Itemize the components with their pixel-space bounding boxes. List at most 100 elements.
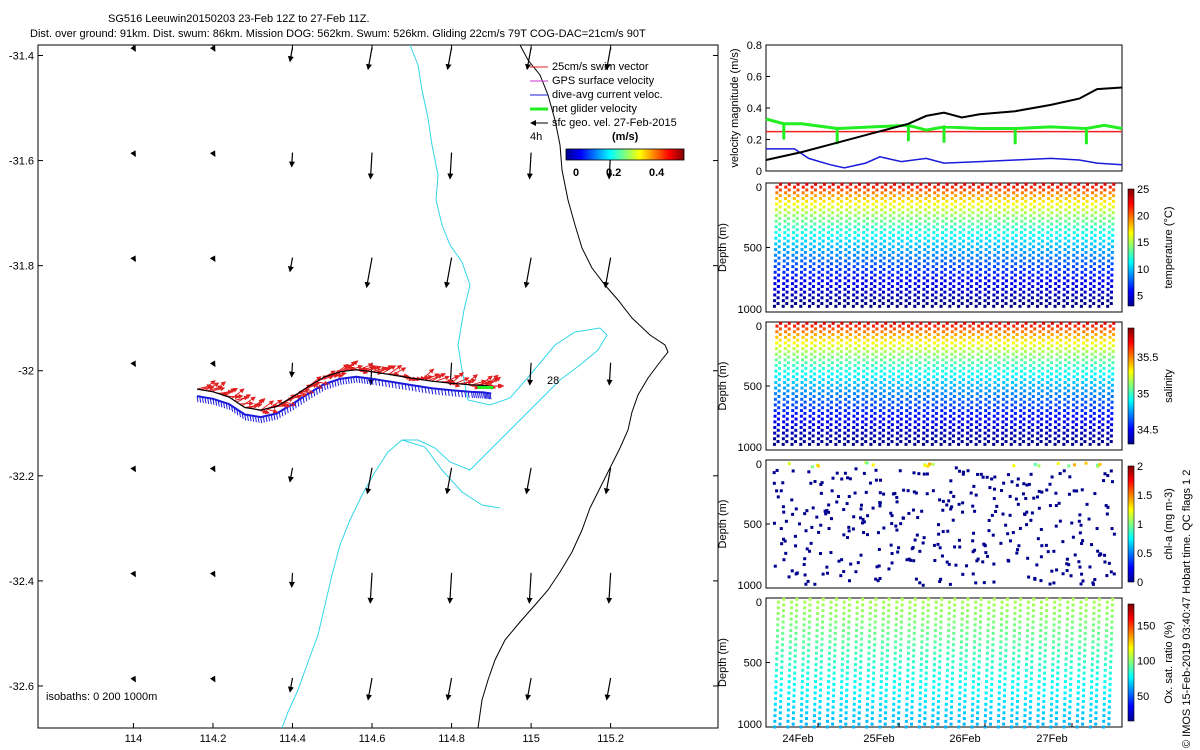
depth-sample: [1099, 219, 1103, 223]
depth-sample: [992, 299, 996, 303]
depth-sample: [847, 245, 851, 249]
depth-sample: [874, 361, 878, 365]
depth-sample: [800, 403, 804, 407]
depth-sample: [803, 256, 807, 260]
depth-sample: [992, 442, 996, 446]
colorbar-tick-label: 35: [1137, 388, 1149, 400]
depth-sample: [1049, 250, 1053, 254]
depth-sample: [975, 386, 979, 390]
depth-sample: [939, 425, 943, 429]
depth-sample: [919, 182, 923, 186]
depth-sample: [847, 614, 851, 618]
depth-sample: [799, 287, 803, 291]
depth-sample: [957, 714, 961, 718]
depth-sample: [867, 646, 871, 650]
depth-sample: [805, 327, 809, 331]
depth-sample: [781, 614, 785, 618]
depth-sample: [1101, 428, 1105, 432]
depth-sample: [908, 417, 912, 421]
depth-sample: [887, 397, 891, 401]
depth-sample: [1055, 341, 1059, 345]
depth-sample: [924, 330, 928, 334]
depth-sample: [879, 242, 883, 246]
depth-sample: [1074, 301, 1078, 305]
depth-sample: [1022, 428, 1026, 432]
depth-sample: [872, 440, 876, 444]
depth-sample: [874, 228, 878, 232]
depth-sample: [918, 383, 922, 387]
chl-sample: [1044, 543, 1048, 547]
depth-sample: [930, 304, 934, 308]
depth-sample: [966, 392, 970, 396]
depth-sample: [858, 688, 862, 692]
depth-sample: [959, 341, 963, 345]
dac-vector: [278, 411, 281, 418]
chl-sample: [922, 536, 926, 540]
depth-sample: [873, 631, 877, 635]
depth-sample: [966, 431, 970, 435]
depth-sample: [794, 620, 798, 624]
depth-sample: [804, 383, 808, 387]
chl-sample: [890, 551, 894, 555]
depth-sample: [862, 352, 866, 356]
depth-sample: [780, 660, 784, 664]
depth-sample: [932, 236, 936, 240]
depth-sample: [986, 623, 990, 627]
depth-sample: [1005, 394, 1009, 398]
chl-sample: [953, 545, 957, 549]
depth-sample: [1094, 216, 1098, 220]
depth-sample: [1110, 417, 1114, 421]
depth-sample: [869, 420, 873, 424]
depth-sample: [935, 233, 939, 237]
depth-sample: [966, 293, 970, 297]
depth-sample: [799, 431, 803, 435]
depth-sample: [1090, 219, 1094, 223]
depth-sample: [946, 663, 950, 667]
depth-sample: [1067, 366, 1071, 370]
depth-sample: [1014, 383, 1018, 387]
depth-sample: [905, 409, 909, 413]
depth-sample: [966, 276, 970, 280]
depth-sample: [1085, 338, 1089, 342]
depth-sample: [852, 708, 856, 712]
depth-sample: [985, 352, 989, 356]
depth-sample: [989, 344, 993, 348]
depth-sample: [1099, 341, 1103, 345]
depth-sample: [1089, 276, 1093, 280]
depth-sample: [948, 437, 952, 441]
depth-sample: [1108, 352, 1112, 356]
depth-sample: [1101, 411, 1105, 415]
depth-sample: [792, 688, 796, 692]
depth-sample: [854, 330, 858, 334]
depth-sample: [1030, 301, 1034, 305]
depth-sample: [889, 185, 893, 189]
chl-sample: [1023, 512, 1027, 516]
depth-sample: [940, 403, 944, 407]
depth-sample: [847, 279, 851, 283]
depth-sample: [889, 191, 893, 195]
depth-sample: [898, 324, 902, 328]
depth-sample: [1097, 304, 1101, 308]
depth-sample: [1097, 437, 1101, 441]
depth-sample: [860, 437, 864, 441]
depth-sample: [873, 417, 877, 421]
depth-sample: [803, 417, 807, 421]
depth-sample: [874, 609, 878, 613]
geo-vector-arrow: [287, 677, 294, 693]
depth-sample: [871, 335, 875, 339]
depth-sample: [789, 623, 793, 627]
depth-sample: [1050, 199, 1054, 203]
depth-sample: [888, 358, 892, 362]
depth-sample: [1075, 383, 1079, 387]
depth-ytick-label: 1000: [738, 580, 762, 592]
depth-sample: [836, 214, 840, 218]
depth-sample: [814, 674, 818, 678]
depth-sample: [1046, 341, 1050, 345]
depth-sample: [792, 231, 796, 235]
depth-sample: [799, 719, 803, 723]
depth-sample: [1106, 304, 1110, 308]
depth-sample: [804, 239, 808, 243]
depth-sample: [931, 259, 935, 263]
depth-sample: [812, 406, 816, 410]
depth-sample: [795, 228, 799, 232]
